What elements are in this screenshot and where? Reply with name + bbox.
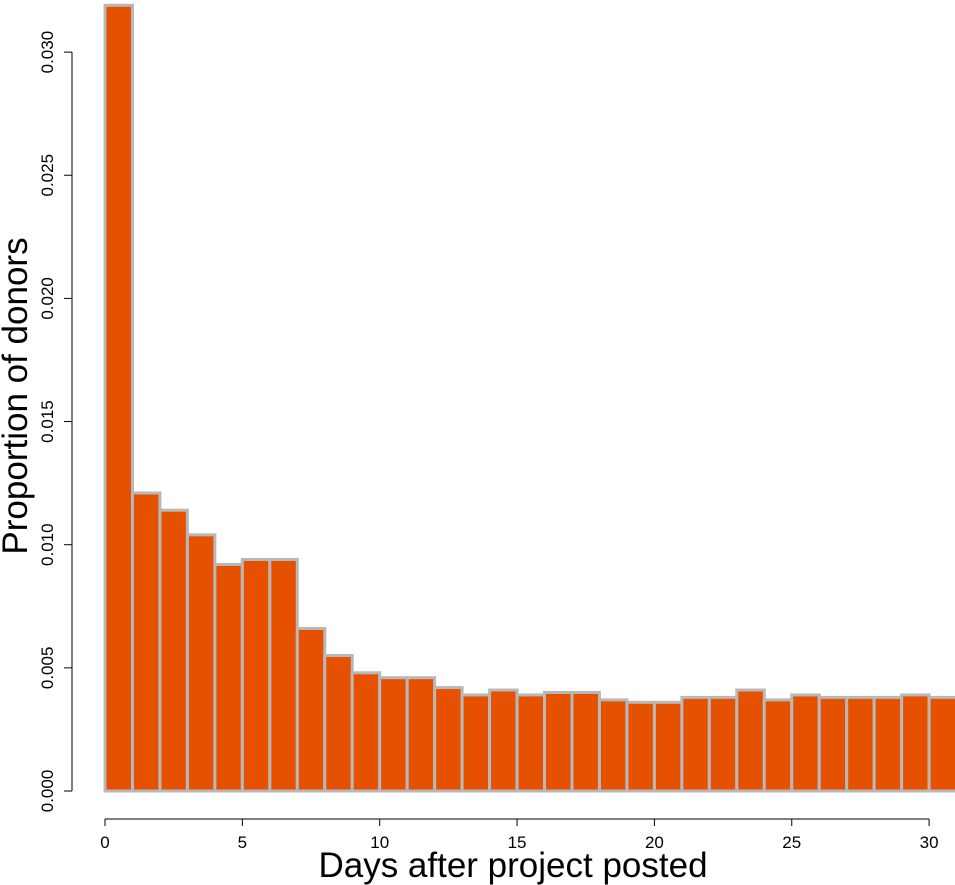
y-axis: 0.000 0.005 0.010 0.015 0.020 0.025 0.030 <box>38 31 73 813</box>
histogram-bar <box>488 688 519 793</box>
bars-group <box>103 3 955 793</box>
y-tick-label: 0.015 <box>38 400 57 443</box>
histogram-bar <box>845 695 876 793</box>
histogram-bar <box>515 693 547 793</box>
x-tick-label: 10 <box>370 833 389 852</box>
x-tick-label: 25 <box>782 833 801 852</box>
histogram-bar <box>130 491 162 793</box>
y-tick-label: 0.000 <box>38 770 57 813</box>
histogram-bar <box>900 693 931 793</box>
histogram-bar <box>213 562 244 793</box>
histogram-bar <box>790 693 821 793</box>
x-tick-label: 0 <box>100 833 109 852</box>
histogram-bar <box>927 695 955 793</box>
histogram-bar <box>268 557 299 793</box>
histogram-bar <box>433 686 464 793</box>
x-axis-title: Days after project posted <box>318 846 707 885</box>
histogram-bar <box>625 700 656 793</box>
y-tick-label: 0.030 <box>38 31 57 74</box>
histogram-bar <box>543 690 574 793</box>
x-tick-label: 15 <box>508 833 527 852</box>
x-axis: 0 5 10 15 20 25 30 <box>100 818 939 852</box>
histogram-bar <box>323 654 354 793</box>
histogram-bar <box>817 695 849 793</box>
histogram-bar <box>295 626 327 793</box>
histogram-bar <box>103 3 134 793</box>
histogram-bar <box>378 676 409 793</box>
histogram-bar <box>185 533 217 793</box>
y-tick-label: 0.010 <box>38 523 57 566</box>
histogram-bar <box>158 508 189 793</box>
histogram-bar <box>405 676 437 793</box>
histogram-bar <box>762 698 794 793</box>
x-tick-label: 30 <box>920 833 939 852</box>
x-tick-label: 5 <box>238 833 247 852</box>
histogram-bar <box>460 693 492 793</box>
histogram-bar <box>350 671 382 793</box>
y-tick-label: 0.020 <box>38 277 57 320</box>
histogram-bar <box>707 695 739 793</box>
histogram-bar <box>872 695 904 793</box>
histogram-bar <box>597 698 629 793</box>
histogram-bar <box>570 690 601 793</box>
y-tick-label: 0.025 <box>38 154 57 197</box>
histogram-bar <box>680 695 711 793</box>
histogram-bar <box>652 700 684 793</box>
histogram-bar <box>735 688 766 793</box>
histogram-bar <box>240 557 272 793</box>
x-tick-label: 20 <box>645 833 664 852</box>
y-axis-title: Proportion of donors <box>0 237 35 554</box>
y-tick-label: 0.005 <box>38 647 57 690</box>
